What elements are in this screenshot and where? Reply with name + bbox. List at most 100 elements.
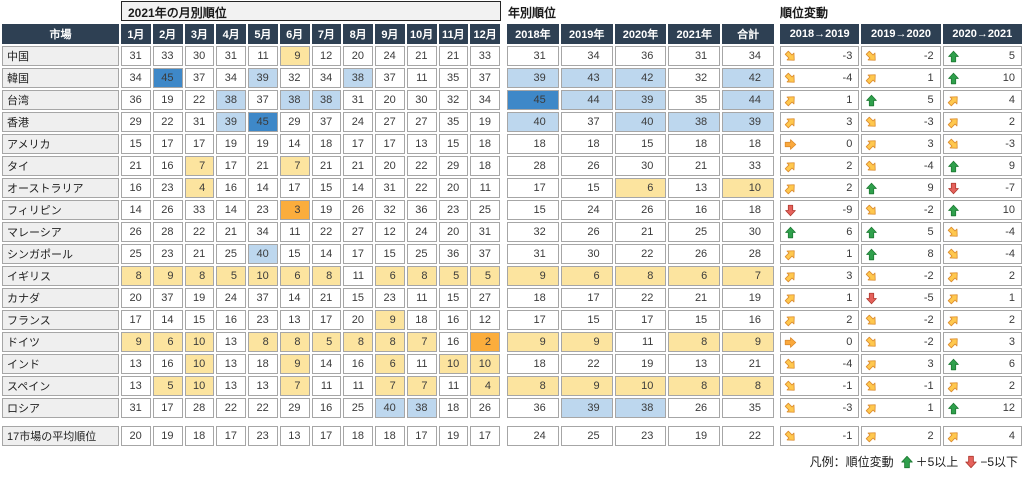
average-yearly-rank-row: 24 25 23 19 22 (505, 424, 776, 448)
arrow-diagonal-up-icon (947, 117, 958, 128)
rank-cell: 26 (470, 398, 500, 418)
rank-cell: 19 (184, 288, 215, 308)
change-cell: 6 (942, 354, 1022, 374)
rank-cell: 13 (121, 376, 151, 396)
arrow-right-icon (784, 336, 797, 348)
arrow-diagonal-down-icon (866, 50, 876, 61)
rank-cell: 16 (311, 398, 342, 418)
rank-cell: 13 (248, 376, 278, 396)
change-cell: 8 (861, 244, 941, 264)
change-value: 12 (1002, 402, 1015, 414)
year-rank-cell: 24 (507, 426, 559, 446)
change-cell: -3 (861, 112, 941, 132)
rank-cell: 17 (311, 426, 342, 446)
year-rank-cell: 40 (614, 112, 667, 132)
month-header-cell: 7月 (311, 24, 342, 44)
yearly-section-title: 年別順位 (508, 6, 557, 20)
year-rank-cell: 6 (668, 266, 721, 286)
arrow-diagonal-up-icon (947, 337, 958, 348)
table-row: 1 -5 1 (780, 288, 1022, 308)
year-rank-cell: 40 (507, 112, 559, 132)
market-label-cell: ロシア (2, 398, 119, 418)
month-header-cell: 6月 (279, 24, 310, 44)
year-rank-cell: 8 (668, 332, 721, 352)
arrow-diagonal-down-icon (947, 226, 958, 237)
change-value: -4 (842, 72, 853, 84)
rank-cell: 20 (121, 288, 151, 308)
rank-cell: 31 (470, 222, 500, 242)
rank-cell: 9 (279, 46, 310, 66)
rank-cell: 21 (311, 288, 342, 308)
rank-cell: 37 (470, 244, 500, 264)
year-rank-cell: 23 (614, 426, 667, 446)
month-header-cell: 3月 (184, 24, 215, 44)
arrow-right-icon (784, 138, 797, 150)
market-label-cell: フランス (2, 310, 119, 330)
change-cell: -4 (780, 354, 860, 374)
year-header-cell: 合計 (722, 24, 774, 44)
arrow-down-red-icon (947, 182, 959, 194)
arrow-diagonal-up-icon (866, 139, 876, 150)
rank-cell: 25 (121, 244, 151, 264)
rank-cell: 14 (343, 178, 373, 198)
table-row: 15 24 26 16 18 (507, 200, 774, 220)
year-rank-cell: 42 (722, 68, 774, 88)
rank-cell: 32 (375, 200, 405, 220)
change-value: -2 (923, 204, 934, 216)
rank-cell: 8 (121, 266, 151, 286)
change-value: 4 (1008, 430, 1015, 442)
table-row: 3 -3 2 (780, 112, 1022, 132)
rank-cell: 21 (311, 156, 342, 176)
change-value: 6 (846, 226, 853, 238)
rank-cell: 32 (438, 90, 469, 110)
arrow-diagonal-up-icon (947, 431, 958, 442)
change-cell: -3 (942, 134, 1022, 154)
rank-cell: 20 (343, 46, 373, 66)
year-rank-cell: 25 (560, 426, 613, 446)
rank-cell: 19 (216, 134, 246, 154)
change-value: -1 (842, 380, 853, 392)
rank-cell: 2 (470, 332, 500, 352)
table-row: -9 -2 10 (780, 200, 1022, 220)
rank-cell: 14 (152, 310, 183, 330)
table-row: ドイツ 9 6 10 13 8 8 5 8 8 7 16 2 (2, 332, 500, 352)
change-cell: -1 (780, 376, 860, 396)
rank-cell: 23 (375, 288, 405, 308)
change-cell: 10 (942, 200, 1022, 220)
change-cell: 2 (942, 112, 1022, 132)
year-rank-cell: 10 (722, 178, 774, 198)
rank-cell: 10 (184, 354, 215, 374)
arrow-diagonal-up-icon (784, 161, 795, 172)
table-row: 2 9 -7 (780, 178, 1022, 198)
year-rank-cell: 15 (560, 178, 613, 198)
arrow-diagonal-down-icon (784, 402, 795, 413)
year-rank-cell: 18 (507, 288, 559, 308)
legend-up-label: ＋5以上 (915, 455, 959, 469)
rank-cell: 8 (279, 332, 310, 352)
change-cell: -2 (861, 266, 941, 286)
change-cell: -2 (861, 200, 941, 220)
rank-cell: 5 (470, 266, 500, 286)
table-row: -3 1 12 (780, 398, 1022, 418)
change-value: 9 (927, 182, 934, 194)
table-row: -1 -1 2 (780, 376, 1022, 396)
year-rank-cell: 44 (560, 90, 613, 110)
rank-cell: 31 (121, 398, 151, 418)
rank-cell: 25 (343, 398, 373, 418)
rank-cell: 19 (311, 200, 342, 220)
rank-cell: 8 (406, 266, 437, 286)
rank-cell: 22 (406, 178, 437, 198)
arrow-diagonal-up-icon (947, 293, 958, 304)
rank-cell: 16 (343, 354, 373, 374)
table-row: -4 3 6 (780, 354, 1022, 374)
arrow-up-green-icon (866, 248, 878, 260)
rank-cell: 34 (248, 222, 278, 242)
market-label-cell: 台湾 (2, 90, 119, 110)
change-cell: 6 (780, 222, 860, 242)
arrow-diagonal-up-icon (784, 249, 795, 260)
header-row: 市場 1月 2月 3月 4月 5月 6月 7月 8月 9月 10月 11月 12月 (2, 24, 500, 44)
arrow-diagonal-up-icon (784, 315, 795, 326)
rank-cell: 18 (311, 134, 342, 154)
rank-cell: 17 (343, 134, 373, 154)
rank-cell: 22 (184, 222, 215, 242)
